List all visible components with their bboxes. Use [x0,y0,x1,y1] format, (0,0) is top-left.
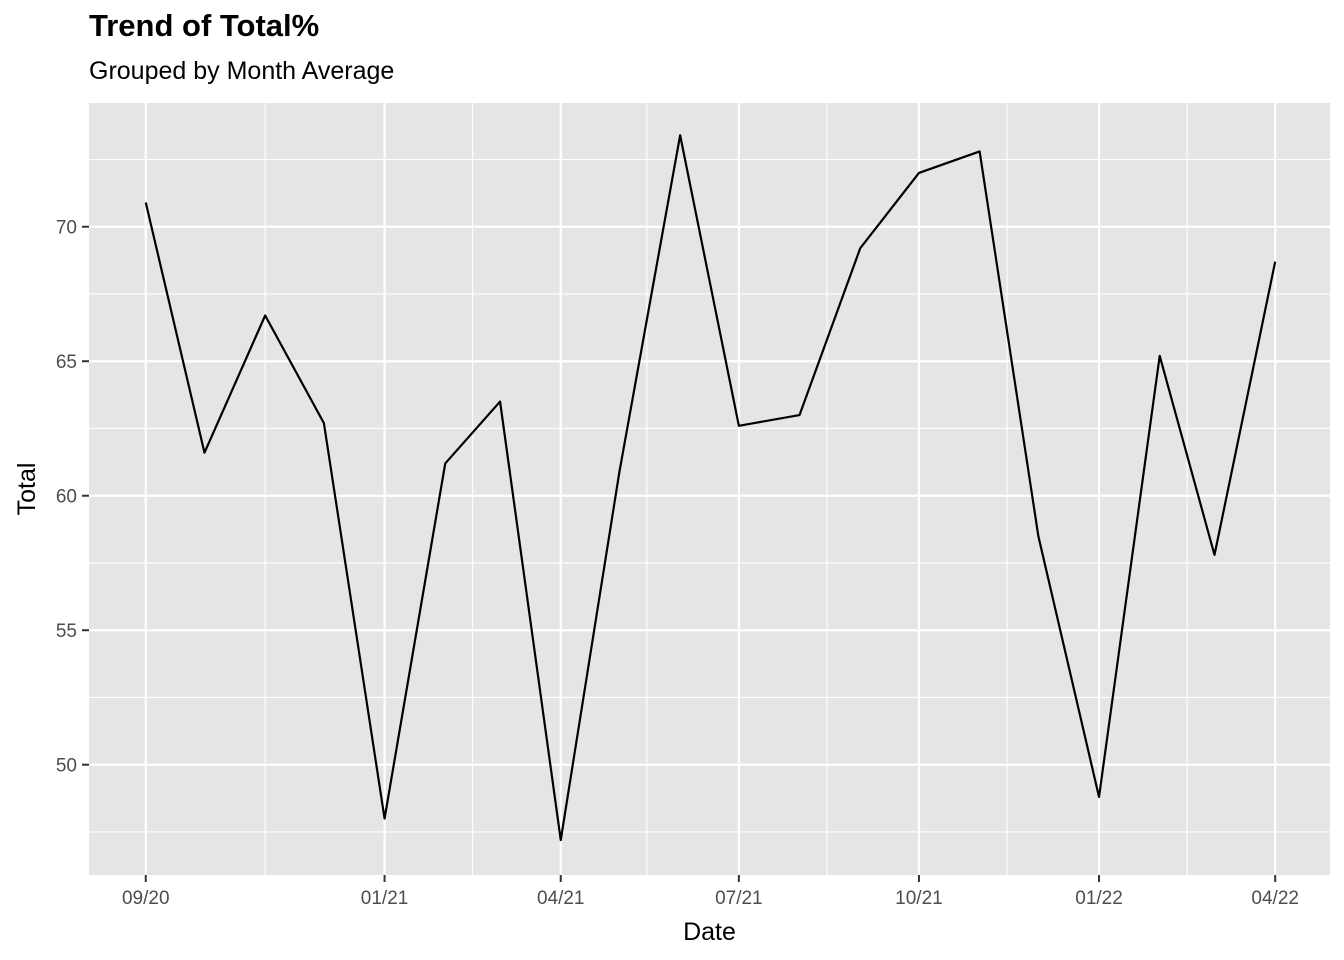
x-tick-label: 10/21 [895,888,943,909]
x-axis: 09/20 01/21 04/21 07/21 10/21 01/22 04/22 [122,875,1299,909]
x-axis-title: Date [683,918,736,946]
minor-gridlines [89,103,1330,875]
y-tick-label: 60 [56,487,77,508]
plot-panel [89,103,1330,875]
x-tick-label: 09/20 [122,888,170,909]
x-tick-label: 04/21 [537,888,585,909]
y-axis: 50 55 60 65 70 [56,218,89,777]
x-tick-label: 01/21 [361,888,409,909]
y-tick-label: 70 [56,218,77,239]
major-gridlines [89,103,1330,875]
chart-title: Trend of Total% [89,8,320,43]
series-line [144,134,1277,842]
x-tick-label: 01/22 [1075,888,1123,909]
chart-subtitle: Grouped by Month Average [89,57,395,85]
x-tick-label: 04/22 [1251,888,1299,909]
y-tick-label: 50 [56,756,77,777]
x-tick-label: 07/21 [715,888,763,909]
y-tick-label: 55 [56,621,77,642]
y-tick-label: 65 [56,352,77,373]
y-axis-title: Total [13,463,41,516]
